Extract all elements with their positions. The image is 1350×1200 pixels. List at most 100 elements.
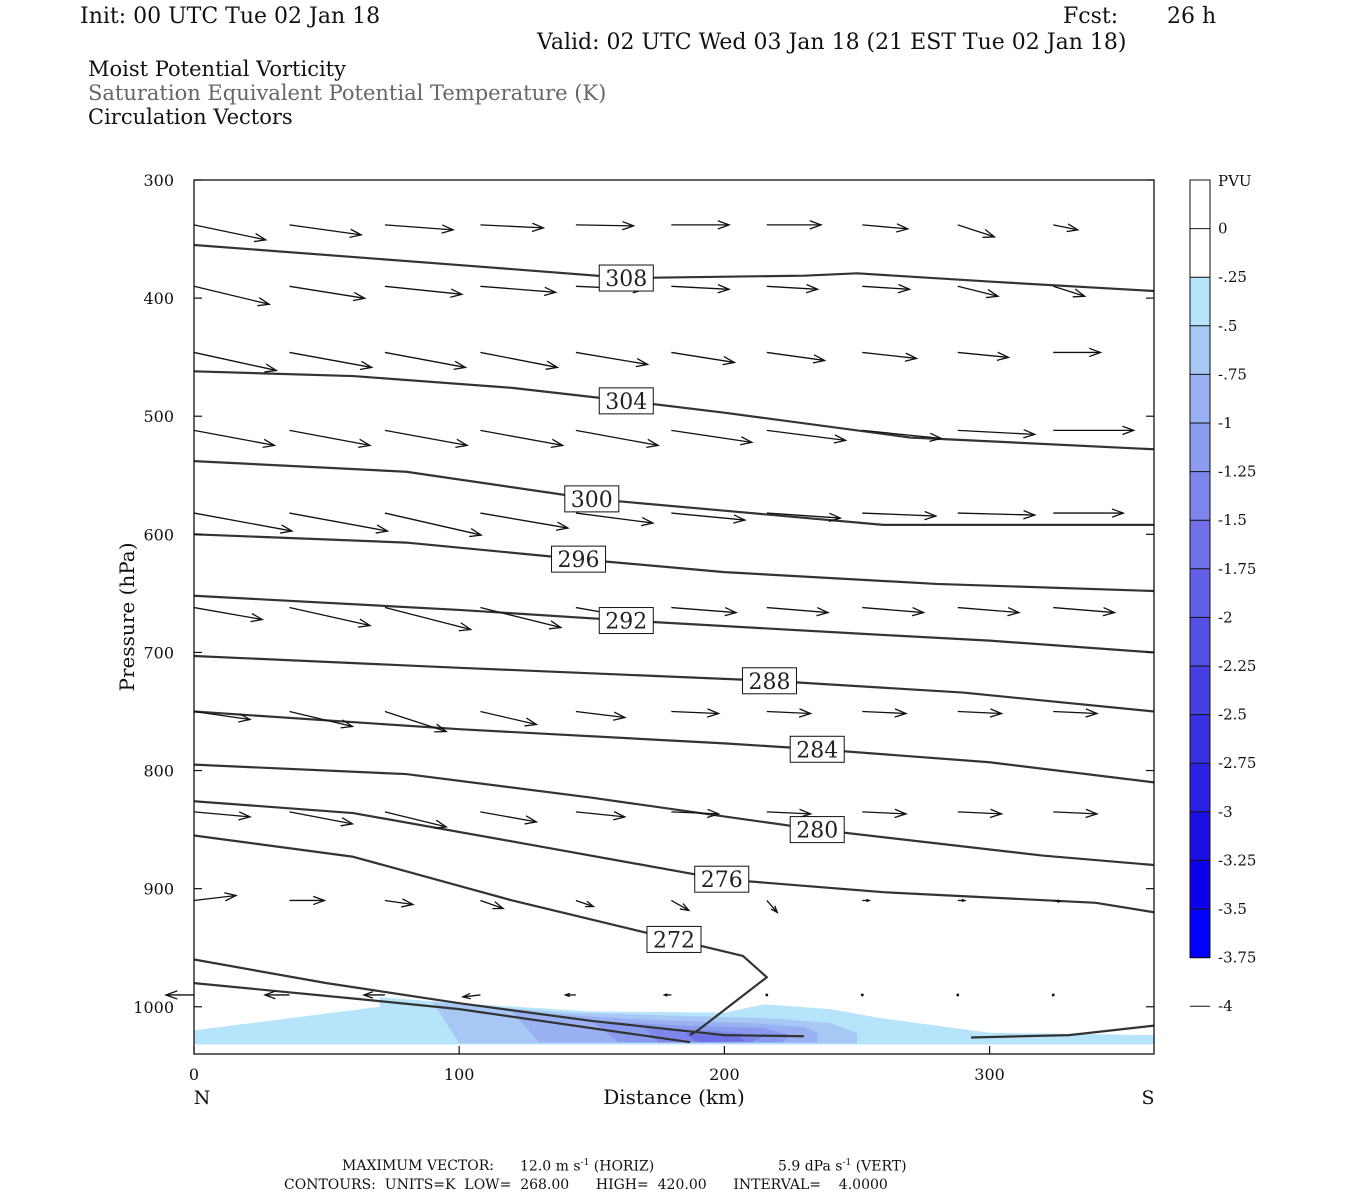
vector-arrowhead xyxy=(613,811,627,821)
circulation-vector xyxy=(193,710,251,721)
vector-arrowhead xyxy=(717,284,731,294)
circulation-vector xyxy=(862,351,917,360)
colorbar-label: -1 xyxy=(1218,414,1233,432)
theta-es-contour xyxy=(194,800,1154,914)
vector-arrowhead xyxy=(982,228,997,238)
vector-arrowhead xyxy=(722,356,737,366)
contour-label: 292 xyxy=(605,610,647,635)
circulation-vector xyxy=(384,811,447,828)
colorbar-label: -.75 xyxy=(1218,365,1247,383)
circulation-vector xyxy=(193,429,275,447)
circulation-vector xyxy=(957,606,1020,614)
circulation-vector xyxy=(575,224,634,227)
circulation-vector xyxy=(575,429,659,447)
colorbar-label: -2 xyxy=(1218,608,1233,626)
vector-arrowhead xyxy=(434,723,448,733)
vector-arrowhead xyxy=(770,905,779,914)
vector-arrowhead xyxy=(1122,425,1136,436)
circulation-vector xyxy=(671,429,752,444)
vector-arrowhead xyxy=(550,438,565,449)
vector-arrowhead xyxy=(833,434,848,444)
circulation-vector xyxy=(289,811,353,825)
theta-es-contour xyxy=(194,958,804,1038)
contour-label-box xyxy=(598,264,654,292)
vector-arrowhead xyxy=(362,991,374,999)
contour-label: 288 xyxy=(748,670,790,695)
circulation-vector xyxy=(671,710,719,715)
vector-arrowhead xyxy=(458,622,473,632)
contour-label-box xyxy=(789,735,845,763)
colorbar-label: -4 xyxy=(1218,997,1233,1015)
title-theta-es: Saturation Equivalent Potential Temperat… xyxy=(88,81,607,105)
colorbar-label: -2.25 xyxy=(1218,657,1256,675)
vector-arrowhead xyxy=(622,220,636,231)
theta-es-contour xyxy=(194,594,1154,654)
circulation-vector xyxy=(957,224,995,238)
vector-arrowhead xyxy=(253,232,268,243)
circulation-vector xyxy=(480,710,537,726)
colorbar-label: -1.5 xyxy=(1218,511,1247,529)
vector-arrowhead xyxy=(340,817,355,827)
circulation-vector xyxy=(671,606,737,614)
vector-arrowhead xyxy=(357,618,372,628)
contour-label: 276 xyxy=(701,868,743,893)
circulation-vector xyxy=(575,811,625,818)
max-vector-horiz: 12.0 m s-1 (HORIZ) xyxy=(520,1158,655,1175)
vector-arrowhead xyxy=(809,220,823,230)
colorbar-swatch xyxy=(1190,568,1210,618)
vector-arrowhead xyxy=(1072,288,1087,298)
colorbar-label: -2.5 xyxy=(1218,706,1247,724)
x-end-label-north: N xyxy=(194,1087,211,1109)
circulation-vector xyxy=(480,224,544,229)
circulation-vector xyxy=(289,224,362,236)
x-tick-label: 200 xyxy=(709,1065,740,1084)
y-tick-label: 600 xyxy=(143,525,174,544)
y-tick-label: 1000 xyxy=(133,998,174,1017)
vector-arrowhead xyxy=(812,354,827,364)
vector-arrowhead xyxy=(828,512,843,523)
circulation-vector xyxy=(1053,224,1078,231)
vector-arrowhead xyxy=(238,713,252,723)
vector-arrowhead xyxy=(312,895,327,906)
vector-arrowhead xyxy=(894,808,908,819)
contour-label: 304 xyxy=(605,390,647,415)
vector-arrowhead xyxy=(1085,808,1099,819)
init-time: Init: 00 UTC Tue 02 Jan 18 xyxy=(80,4,381,29)
vector-arrowhead xyxy=(548,620,563,630)
circulation-vector xyxy=(384,351,466,369)
vector-arrowhead xyxy=(724,606,738,617)
circulation-vector xyxy=(289,512,388,532)
circulation-vector xyxy=(289,429,371,447)
vector-arrowhead xyxy=(646,438,660,449)
vector-arrowhead xyxy=(524,717,539,727)
circulation-vector xyxy=(671,351,735,364)
vector-arrowhead xyxy=(263,990,276,1000)
y-tick-label: 900 xyxy=(143,880,174,899)
vector-arrowhead xyxy=(257,297,272,307)
contour-label-box xyxy=(564,485,620,513)
vector-arrowhead xyxy=(894,708,908,718)
vector-arrowhead xyxy=(264,363,279,373)
circulation-vector xyxy=(862,224,908,230)
vector-arrowhead xyxy=(531,222,546,233)
contour-label: 308 xyxy=(605,267,647,292)
circulation-vector xyxy=(862,512,936,517)
vector-arrowhead xyxy=(1085,708,1099,718)
x-axis-label: Distance (km) xyxy=(603,1085,745,1109)
vector-point xyxy=(765,993,769,997)
colorbar-swatch xyxy=(1190,763,1210,813)
circulation-vector xyxy=(289,351,372,369)
vector-arrowhead xyxy=(492,901,505,910)
theta-es-contour xyxy=(194,243,1154,293)
theta-es-contour xyxy=(194,654,1154,713)
vector-arrowhead xyxy=(662,993,668,997)
colorbar-label: -3.25 xyxy=(1218,851,1256,869)
colorbar-swatch xyxy=(1190,666,1210,716)
circulation-vector xyxy=(766,710,811,715)
vector-arrowhead xyxy=(461,992,471,1000)
vector-arrowhead xyxy=(904,352,919,362)
vector-arrowhead xyxy=(469,527,484,538)
colorbar-swatch xyxy=(1190,909,1210,959)
vector-arrowhead xyxy=(563,992,571,998)
vector-arrowhead xyxy=(641,516,655,527)
